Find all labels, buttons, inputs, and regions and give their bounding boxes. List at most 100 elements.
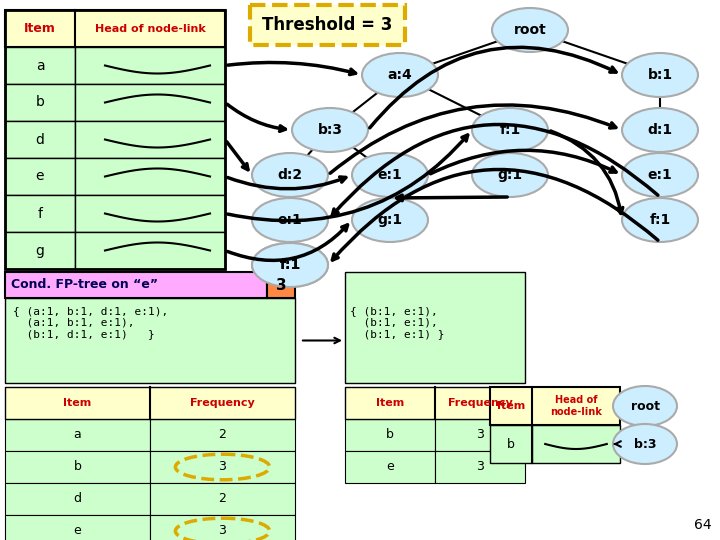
- FancyBboxPatch shape: [5, 232, 75, 269]
- Text: b:3: b:3: [318, 123, 343, 137]
- Ellipse shape: [622, 53, 698, 97]
- Text: b: b: [73, 461, 81, 474]
- FancyBboxPatch shape: [267, 272, 295, 298]
- Text: a: a: [36, 58, 45, 72]
- Text: a:4: a:4: [387, 68, 413, 82]
- Text: e: e: [73, 524, 81, 537]
- Text: 3: 3: [276, 278, 287, 293]
- Ellipse shape: [622, 153, 698, 197]
- FancyBboxPatch shape: [5, 158, 75, 195]
- Ellipse shape: [292, 108, 368, 152]
- FancyBboxPatch shape: [5, 298, 295, 383]
- FancyBboxPatch shape: [75, 232, 225, 269]
- FancyBboxPatch shape: [5, 451, 150, 483]
- Ellipse shape: [352, 153, 428, 197]
- Text: f:1: f:1: [279, 258, 301, 272]
- Text: 64: 64: [694, 518, 712, 532]
- FancyBboxPatch shape: [5, 195, 75, 232]
- FancyBboxPatch shape: [5, 121, 75, 158]
- Text: g: g: [35, 244, 45, 258]
- Ellipse shape: [492, 8, 568, 52]
- FancyBboxPatch shape: [435, 451, 525, 483]
- Text: e:1: e:1: [377, 168, 402, 182]
- Text: e:1: e:1: [278, 213, 302, 227]
- Text: d:1: d:1: [647, 123, 672, 137]
- Text: b:3: b:3: [634, 437, 656, 450]
- FancyBboxPatch shape: [345, 419, 435, 451]
- FancyBboxPatch shape: [75, 121, 225, 158]
- FancyBboxPatch shape: [150, 483, 295, 515]
- Text: 2: 2: [219, 492, 226, 505]
- Text: b: b: [35, 96, 45, 110]
- Text: e: e: [386, 461, 394, 474]
- Ellipse shape: [622, 198, 698, 242]
- Text: f:1: f:1: [649, 213, 670, 227]
- Text: Frequency: Frequency: [190, 398, 255, 408]
- Text: d: d: [35, 132, 45, 146]
- Text: { (b:1, e:1),
  (b:1, e:1),
  (b:1, e:1) }: { (b:1, e:1), (b:1, e:1), (b:1, e:1) }: [350, 306, 444, 339]
- Text: f:1: f:1: [279, 258, 301, 272]
- Text: Cond. FP-tree on “e”: Cond. FP-tree on “e”: [11, 279, 158, 292]
- Ellipse shape: [252, 243, 328, 287]
- FancyBboxPatch shape: [150, 419, 295, 451]
- Text: Item: Item: [497, 401, 525, 411]
- Text: g:1: g:1: [377, 213, 402, 227]
- FancyBboxPatch shape: [5, 47, 75, 84]
- Text: Item: Item: [63, 398, 91, 408]
- Text: root: root: [631, 400, 660, 413]
- Text: Threshold = 3: Threshold = 3: [262, 16, 392, 34]
- Text: Head of node-link: Head of node-link: [94, 24, 205, 33]
- FancyBboxPatch shape: [490, 387, 620, 425]
- FancyBboxPatch shape: [5, 84, 75, 121]
- Ellipse shape: [252, 243, 328, 287]
- FancyBboxPatch shape: [75, 84, 225, 121]
- Text: 3: 3: [476, 429, 484, 442]
- Text: { (a:1, b:1, d:1, e:1),
  (a:1, b:1, e:1),
  (b:1, d:1, e:1)   }: { (a:1, b:1, d:1, e:1), (a:1, b:1, e:1),…: [13, 306, 168, 339]
- Text: Frequency: Frequency: [448, 398, 513, 408]
- Text: e: e: [36, 170, 44, 184]
- Text: root: root: [513, 23, 546, 37]
- Text: b:1: b:1: [647, 68, 672, 82]
- FancyBboxPatch shape: [250, 5, 405, 45]
- Text: b: b: [507, 437, 515, 450]
- Ellipse shape: [472, 153, 548, 197]
- Text: a: a: [73, 429, 81, 442]
- Text: f:1: f:1: [500, 123, 521, 137]
- FancyBboxPatch shape: [532, 425, 620, 463]
- FancyBboxPatch shape: [5, 419, 150, 451]
- Ellipse shape: [622, 108, 698, 152]
- Ellipse shape: [613, 386, 677, 426]
- FancyBboxPatch shape: [490, 425, 532, 463]
- FancyBboxPatch shape: [150, 515, 295, 540]
- Text: g:1: g:1: [498, 168, 523, 182]
- Ellipse shape: [252, 153, 328, 197]
- Ellipse shape: [472, 108, 548, 152]
- Text: d:2: d:2: [277, 168, 302, 182]
- Text: e:1: e:1: [647, 168, 672, 182]
- Text: d: d: [73, 492, 81, 505]
- FancyBboxPatch shape: [345, 387, 525, 419]
- FancyBboxPatch shape: [345, 272, 525, 383]
- Ellipse shape: [252, 198, 328, 242]
- FancyBboxPatch shape: [75, 195, 225, 232]
- FancyBboxPatch shape: [5, 515, 150, 540]
- Text: 3: 3: [219, 524, 226, 537]
- Ellipse shape: [362, 53, 438, 97]
- FancyBboxPatch shape: [75, 158, 225, 195]
- Ellipse shape: [613, 424, 677, 464]
- FancyBboxPatch shape: [5, 10, 225, 47]
- Ellipse shape: [352, 198, 428, 242]
- Text: f: f: [37, 206, 42, 220]
- Text: 3: 3: [476, 461, 484, 474]
- FancyBboxPatch shape: [345, 451, 435, 483]
- Text: Item: Item: [24, 22, 56, 35]
- FancyBboxPatch shape: [435, 419, 525, 451]
- Text: 2: 2: [219, 429, 226, 442]
- FancyBboxPatch shape: [5, 387, 295, 419]
- Text: b: b: [386, 429, 394, 442]
- FancyBboxPatch shape: [5, 483, 150, 515]
- Text: Head of
node-link: Head of node-link: [550, 395, 602, 417]
- FancyBboxPatch shape: [75, 47, 225, 84]
- Text: Item: Item: [376, 398, 404, 408]
- Text: 3: 3: [219, 461, 226, 474]
